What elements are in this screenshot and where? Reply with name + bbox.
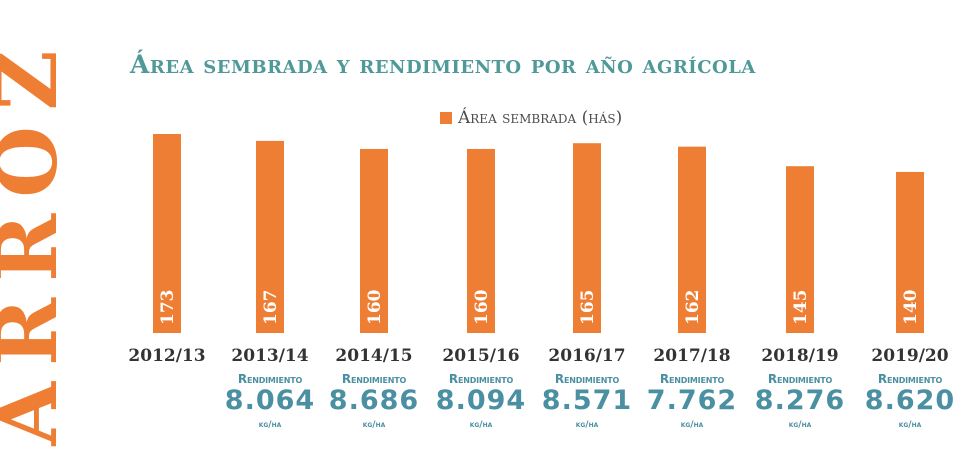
category-label: 2012/13 [128,346,206,366]
bar [467,148,495,333]
category-label: 2014/15 [335,346,413,366]
bar-value-label: 167 [261,290,281,326]
bar-value-label: 160 [365,289,385,325]
category-label: 2016/17 [548,346,626,366]
yield-value: 8.064 [224,385,316,416]
yield-label: Rendimiento [877,372,943,386]
yield-unit: kg/ha [788,420,812,430]
yield-block: Rendimiento 7.762 kg/ha [637,372,747,430]
bar [256,140,284,333]
yield-block: Rendimiento 8.686 kg/ha [319,372,429,430]
yield-unit: kg/ha [362,420,386,430]
yield-value: 7.762 [646,385,738,416]
yield-value: 8.571 [541,385,633,416]
category-label: 2018/19 [761,346,839,366]
yield-value: 8.094 [435,385,527,416]
bar [678,146,706,333]
bar-value-label: 173 [158,290,178,326]
category-label: 2019/20 [871,346,949,366]
yield-unit: kg/ha [680,420,704,430]
bar [360,148,388,333]
yield-unit: kg/ha [469,420,493,430]
yield-block: Rendimiento 8.094 kg/ha [426,372,536,430]
yield-value: 8.276 [754,385,846,416]
legend: Área sembrada (hás) [440,108,622,128]
yield-label: Rendimiento [554,372,620,386]
yield-unit: kg/ha [575,420,599,430]
bar-value-label: 160 [472,289,492,325]
yield-block: Rendimiento 8.571 kg/ha [532,372,642,430]
yield-value: 8.686 [328,385,420,416]
legend-label: Área sembrada (hás) [458,108,623,128]
yield-label: Rendimiento [767,372,833,386]
yield-label: Rendimiento [659,372,725,386]
yield-unit: kg/ha [898,420,922,430]
bar [786,166,814,333]
bar [153,134,181,333]
bar [573,143,601,333]
chart-title: Área sembrada y rendimiento por año agrí… [130,50,756,79]
yield-block: Rendimiento 8.620 kg/ha [855,372,965,430]
bar-value-label: 140 [901,289,921,325]
yield-unit: kg/ha [258,420,282,430]
category-label: 2013/14 [231,346,309,366]
yield-label: Rendimiento [448,372,514,386]
bar [896,171,924,333]
category-label: 2015/16 [442,346,520,366]
bar-value-label: 162 [683,290,703,326]
yield-label: Rendimiento [237,372,303,386]
bar-value-label: 165 [578,290,598,326]
bar-value-label: 145 [791,290,811,326]
category-label: 2017/18 [653,346,731,366]
yield-value: 8.620 [864,385,956,416]
yield-label: Rendimiento [341,372,407,386]
legend-swatch [440,112,452,124]
yield-block: Rendimiento 8.064 kg/ha [215,372,325,430]
yield-block: Rendimiento 8.276 kg/ha [745,372,855,430]
